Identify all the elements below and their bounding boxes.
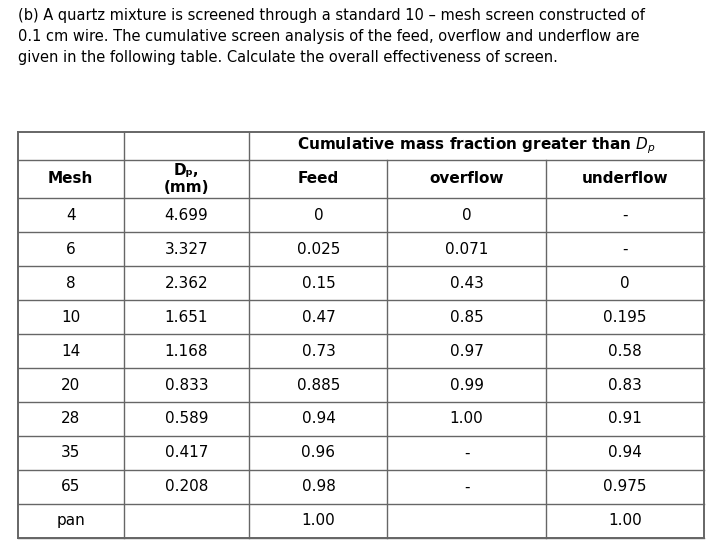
- Text: 1.651: 1.651: [165, 310, 208, 324]
- Text: 1.168: 1.168: [165, 344, 208, 359]
- Text: -: -: [464, 480, 469, 494]
- Text: 0.975: 0.975: [603, 480, 647, 494]
- Text: 8: 8: [66, 276, 76, 290]
- Text: 0: 0: [314, 208, 323, 223]
- Text: 0.589: 0.589: [165, 411, 208, 426]
- Text: 0.417: 0.417: [165, 446, 208, 460]
- Text: 28: 28: [61, 411, 81, 426]
- Text: 1.00: 1.00: [302, 513, 336, 529]
- Text: -: -: [464, 446, 469, 460]
- Text: 0.99: 0.99: [450, 377, 484, 393]
- Text: 0.208: 0.208: [165, 480, 208, 494]
- Text: 0.73: 0.73: [302, 344, 336, 359]
- Text: 0.43: 0.43: [450, 276, 484, 290]
- Text: 0.94: 0.94: [608, 446, 642, 460]
- Text: 6: 6: [66, 241, 76, 257]
- Text: 0.195: 0.195: [603, 310, 647, 324]
- Text: 0.025: 0.025: [297, 241, 340, 257]
- Text: 0: 0: [620, 276, 630, 290]
- Text: 1.00: 1.00: [608, 513, 642, 529]
- Text: 0.83: 0.83: [608, 377, 642, 393]
- Text: Cumulative mass fraction greater than $D_p$: Cumulative mass fraction greater than $D…: [297, 135, 656, 156]
- Text: -: -: [622, 241, 628, 257]
- Text: 1.00: 1.00: [450, 411, 484, 426]
- Text: 0.833: 0.833: [165, 377, 208, 393]
- Text: underflow: underflow: [582, 172, 668, 186]
- Text: 20: 20: [61, 377, 81, 393]
- Text: 0.15: 0.15: [302, 276, 336, 290]
- Text: 0.91: 0.91: [608, 411, 642, 426]
- Text: pan: pan: [56, 513, 85, 529]
- Text: 0.58: 0.58: [608, 344, 642, 359]
- Text: 10: 10: [61, 310, 81, 324]
- Text: 4.699: 4.699: [165, 208, 208, 223]
- Text: 0: 0: [462, 208, 472, 223]
- Text: 2.362: 2.362: [165, 276, 208, 290]
- Text: 0.94: 0.94: [302, 411, 336, 426]
- Text: 0.97: 0.97: [450, 344, 484, 359]
- Text: 0.96: 0.96: [302, 446, 336, 460]
- Text: overflow: overflow: [429, 172, 504, 186]
- Text: 0.85: 0.85: [450, 310, 484, 324]
- Text: 65: 65: [61, 480, 81, 494]
- Text: 14: 14: [61, 344, 81, 359]
- Text: 0.071: 0.071: [445, 241, 488, 257]
- Text: -: -: [622, 208, 628, 223]
- Text: 3.327: 3.327: [165, 241, 208, 257]
- Text: 35: 35: [61, 446, 81, 460]
- Text: Dₚ,
(mm): Dₚ, (mm): [163, 163, 210, 195]
- Text: 0.885: 0.885: [297, 377, 340, 393]
- Text: Feed: Feed: [298, 172, 339, 186]
- Text: (b) A quartz mixture is screened through a standard 10 – mesh screen constructed: (b) A quartz mixture is screened through…: [18, 8, 645, 65]
- Text: 0.98: 0.98: [302, 480, 336, 494]
- Text: 0.47: 0.47: [302, 310, 336, 324]
- Text: 4: 4: [66, 208, 76, 223]
- Text: Mesh: Mesh: [48, 172, 94, 186]
